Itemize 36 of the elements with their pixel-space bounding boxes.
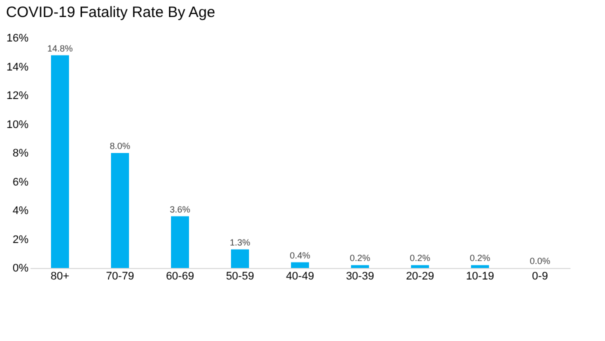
bar — [111, 153, 129, 268]
data-label: 0.0% — [530, 256, 550, 266]
chart-title: COVID-19 Fatality Rate By Age — [6, 4, 216, 21]
x-tick-label: 20-29 — [406, 270, 434, 282]
bar — [471, 265, 489, 268]
data-label: 14.8% — [47, 43, 73, 54]
data-label: 0.2% — [350, 253, 370, 264]
data-label: 0.4% — [290, 250, 310, 260]
y-tick-label: 16% — [6, 32, 29, 44]
y-tick-label: 10% — [6, 118, 29, 131]
bar — [351, 265, 369, 268]
x-tick-label: 40-49 — [286, 270, 314, 282]
y-tick-label: 4% — [12, 205, 29, 217]
y-tick-label: 2% — [12, 234, 29, 246]
y-tick-label: 0% — [12, 262, 29, 274]
x-tick-label: 30-39 — [346, 270, 374, 282]
data-label: 3.6% — [170, 204, 190, 214]
x-tick-label: 0-9 — [532, 270, 548, 282]
y-tick-label: 6% — [12, 176, 29, 188]
y-tick-label: 14% — [6, 61, 29, 74]
bar — [231, 249, 249, 268]
data-label: 1.3% — [230, 237, 250, 248]
data-label: 0.2% — [410, 253, 430, 264]
x-tick-label: 60-69 — [166, 270, 194, 282]
x-tick-label: 50-59 — [226, 270, 254, 282]
bar — [411, 265, 429, 268]
bar — [171, 216, 189, 268]
data-label: 0.2% — [470, 253, 490, 264]
x-tick-label: 10-19 — [466, 270, 494, 282]
bar — [51, 55, 69, 268]
bar — [291, 262, 309, 268]
x-tick-label: 80+ — [50, 270, 70, 282]
x-tick-label: 70-79 — [106, 270, 134, 282]
y-tick-label: 8% — [12, 148, 29, 160]
data-label: 8.0% — [110, 141, 130, 151]
y-tick-label: 12% — [6, 90, 29, 102]
